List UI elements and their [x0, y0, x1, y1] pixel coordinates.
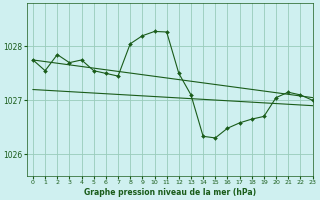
X-axis label: Graphe pression niveau de la mer (hPa): Graphe pression niveau de la mer (hPa) [84, 188, 256, 197]
